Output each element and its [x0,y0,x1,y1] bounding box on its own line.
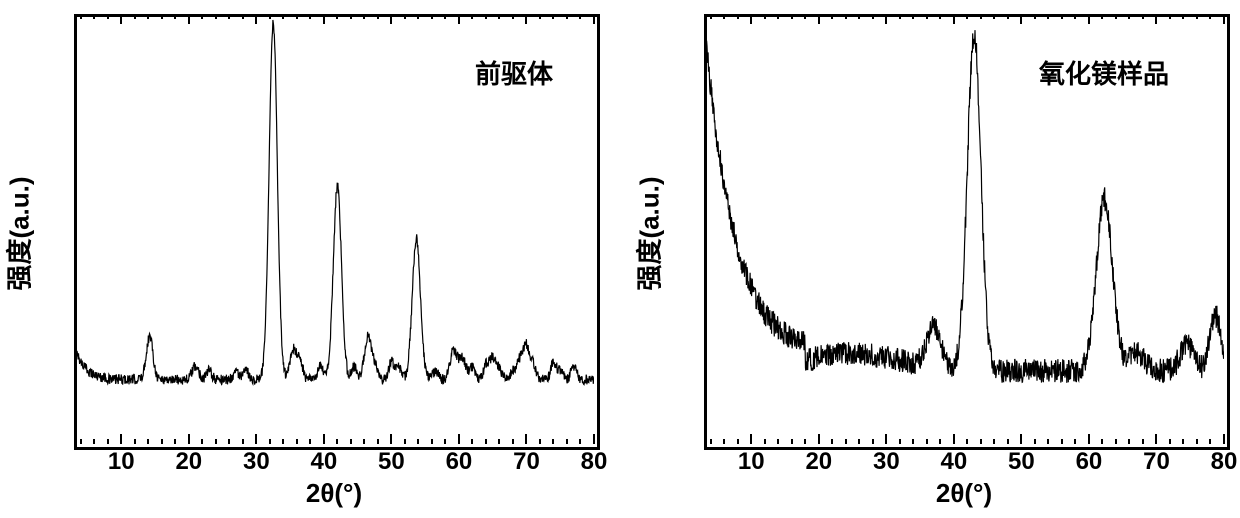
xrd-trace [630,0,1228,448]
x-tick-label: 60 [439,448,479,476]
x-tick-label: 20 [799,448,839,476]
xrd-panel-right: 强度(a.u.) 2θ(°) 氧化镁样品 1020304050607080 [630,0,1240,518]
x-tick-label: 10 [101,448,141,476]
x-tick-label: 10 [731,448,771,476]
x-tick-label: 50 [1001,448,1041,476]
x-tick-label: 40 [304,448,344,476]
x-tick-label: 50 [371,448,411,476]
x-tick-label: 40 [934,448,974,476]
x-tick-label: 20 [169,448,209,476]
x-tick-label: 30 [236,448,276,476]
xrd-panel-left: 强度(a.u.) 2θ(°) 前驱体 1020304050607080 [0,0,610,518]
x-axis-label: 2θ(°) [914,478,1014,509]
x-tick-label: 70 [506,448,546,476]
x-tick-label: 60 [1069,448,1109,476]
xrd-trace [0,0,598,448]
x-axis-label: 2θ(°) [284,478,384,509]
x-tick-label: 80 [574,448,614,476]
x-tick-label: 30 [866,448,906,476]
x-tick-label: 70 [1136,448,1176,476]
x-tick-label: 80 [1204,448,1240,476]
